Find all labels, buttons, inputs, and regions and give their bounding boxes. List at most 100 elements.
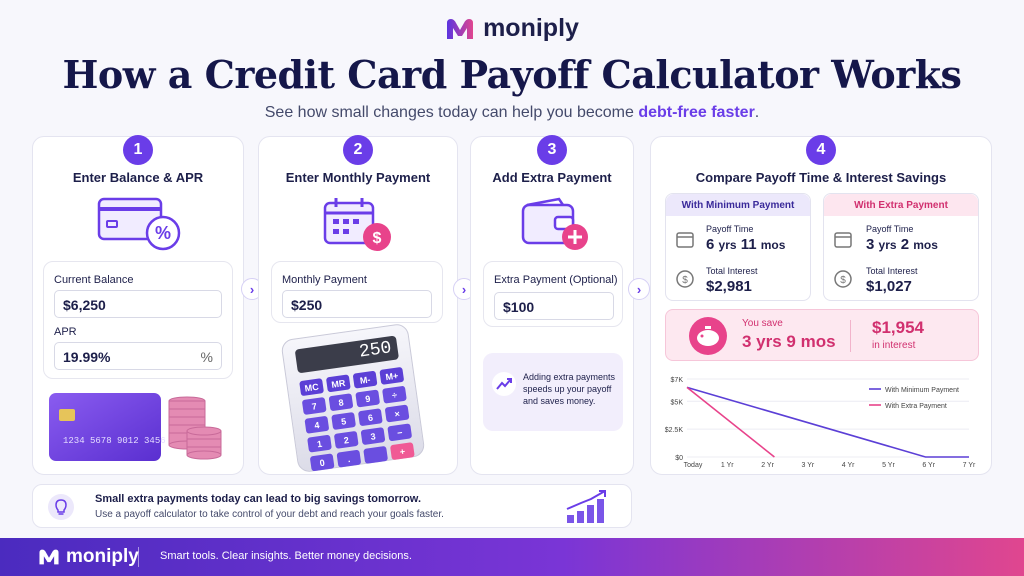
piggy-bank-icon <box>689 317 727 355</box>
extra-interest-value: $1,027 <box>866 278 912 295</box>
card-number: 1234 5678 9012 3456 <box>63 436 166 446</box>
calculator-key: − <box>387 423 413 442</box>
calculator-illustration: 250 MC MR M- M+ 7 8 9 ÷ 4 5 6 × 1 2 3− 0. + <box>280 322 426 474</box>
savings-box: You save 3 yrs 9 mos $1,954 in interest <box>665 309 979 361</box>
chart-y-tick: $0 <box>675 455 683 462</box>
chart-x-tick: 5 Yr <box>882 462 895 469</box>
calculator-key: 9 <box>355 389 381 408</box>
savings-amount-label: in interest <box>872 340 916 351</box>
lightbulb-icon <box>48 494 74 520</box>
logo-m-icon <box>39 549 59 565</box>
calculator-key: 3 <box>360 427 386 446</box>
step-title-2: Enter Monthly Payment <box>285 170 431 185</box>
min-interest-label: Total Interest <box>706 266 758 276</box>
svg-text:$: $ <box>373 230 382 247</box>
calculator-key: 1 <box>307 434 332 453</box>
step-badge-4: 4 <box>806 135 836 165</box>
step-card-1: 1 Enter Balance & APR % Current Balance … <box>32 135 244 475</box>
wallet-plus-icon <box>521 197 588 250</box>
chart-x-tick: Today <box>684 462 703 469</box>
step-title-1: Enter Balance & APR <box>72 170 204 185</box>
calculator-key: 4 <box>304 415 330 434</box>
apr-suffix: % <box>200 349 213 365</box>
calculator-key: 6 <box>357 408 383 427</box>
min-payoff-value: 6 yrs 11 mos <box>706 236 786 253</box>
footer-tagline: Smart tools. Clear insights. Better mone… <box>160 550 412 562</box>
step-title-3: Add Extra Payment <box>492 170 612 185</box>
credit-card-illustration <box>49 393 222 461</box>
payment-input[interactable]: $250 <box>282 290 432 318</box>
chart-series-line <box>686 386 775 458</box>
tip-box: Adding extra payments speeds up your pay… <box>483 353 623 431</box>
step-card-4: 4 Compare Payoff Time & Interest Savings… <box>650 135 992 475</box>
calculator-key: 0 <box>309 453 335 472</box>
min-panel-header: With Minimum Payment <box>666 194 810 216</box>
apr-input[interactable]: 19.99% % <box>54 342 222 370</box>
dollar-circle-icon: $ <box>834 270 852 288</box>
chart-y-tick: $7K <box>671 377 684 384</box>
bottom-line-2: Use a payoff calculator to take control … <box>95 509 444 520</box>
balance-input[interactable]: $6,250 <box>54 290 222 318</box>
extra-payment-panel: With Extra Payment Payoff Time 3 yrs 2 m… <box>823 193 979 301</box>
calculator-key: ÷ <box>382 385 407 404</box>
calculator-key: M- <box>352 370 378 389</box>
chart-y-tick: $5K <box>671 399 684 406</box>
step-badge-2: 2 <box>343 135 373 165</box>
calculator-key: × <box>384 404 410 423</box>
calendar-dollar-icon: $ <box>323 198 391 251</box>
savings-label: You save <box>742 318 783 329</box>
extra-panel-header: With Extra Payment <box>824 194 978 216</box>
svg-text:$: $ <box>840 275 846 286</box>
chart-x-tick: 7 Yr <box>963 462 976 469</box>
calendar-icon <box>676 232 694 248</box>
next-arrow-3: › <box>628 278 650 300</box>
chart-x-tick: 3 Yr <box>801 462 814 469</box>
svg-text:%: % <box>155 223 171 243</box>
extra-interest-label: Total Interest <box>866 266 918 276</box>
apr-label: APR <box>54 326 77 338</box>
chart-x-tick: 2 Yr <box>761 462 774 469</box>
dollar-circle-icon: $ <box>676 270 694 288</box>
step-title-4: Compare Payoff Time & Interest Savings <box>695 170 947 185</box>
step-badge-1: 1 <box>123 135 153 165</box>
chart-legend-label: With Extra Payment <box>885 403 947 410</box>
balance-label: Current Balance <box>54 274 134 286</box>
extra-label: Extra Payment (Optional) <box>494 274 618 286</box>
chart-series-line <box>686 386 969 458</box>
chart-up-icon <box>492 372 516 396</box>
min-payment-panel: With Minimum Payment Payoff Time 6 yrs 1… <box>665 193 811 301</box>
calculator-key: 5 <box>331 412 357 431</box>
calculator-key: 2 <box>333 430 359 449</box>
brand-header: moniply <box>0 14 1024 43</box>
calculator-keys: MC MR M- M+ 7 8 9 ÷ 4 5 6 × 1 2 3− 0. + <box>299 366 415 472</box>
bottom-line-1: Small extra payments today can lead to b… <box>95 493 422 505</box>
page-title: How a Credit Card Payoff Calculator Work… <box>62 52 962 97</box>
payment-label: Monthly Payment <box>282 274 367 286</box>
step-card-2: 2 Enter Monthly Payment $ Monthly Paymen… <box>258 135 458 475</box>
extra-payment-form: Extra Payment (Optional) $100 <box>483 261 623 327</box>
chart-y-tick: $2.5K <box>665 427 684 434</box>
chart-x-tick: 6 Yr <box>922 462 935 469</box>
min-payoff-label: Payoff Time <box>706 224 754 234</box>
calculator-key: + <box>389 442 415 461</box>
extra-payment-input[interactable]: $100 <box>494 292 614 320</box>
balance-apr-form: Current Balance $6,250 APR 19.99% % <box>43 261 233 379</box>
step-badge-3: 3 <box>537 135 567 165</box>
svg-text:$: $ <box>682 275 688 286</box>
calculator-key: 8 <box>328 393 354 412</box>
calculator-key: M+ <box>379 366 405 385</box>
min-interest-value: $2,981 <box>706 278 752 295</box>
step-card-3: 3 Add Extra Payment Extra Payment (Optio… <box>470 135 634 475</box>
calculator-key: . <box>336 449 362 468</box>
calculator-key: MR <box>325 374 351 393</box>
footer-brand: moniply <box>38 546 139 568</box>
chart-x-tick: 1 Yr <box>721 462 734 469</box>
tip-text: Adding extra payments speeds up your pay… <box>523 372 616 406</box>
bar-growth-icon <box>566 490 606 523</box>
calculator-display: 250 <box>294 335 400 374</box>
credit-card-percent-icon: % <box>97 197 181 251</box>
brand-name: moniply <box>483 14 579 42</box>
payment-form: Monthly Payment $250 <box>271 261 443 323</box>
chart-x-tick: 4 Yr <box>842 462 855 469</box>
